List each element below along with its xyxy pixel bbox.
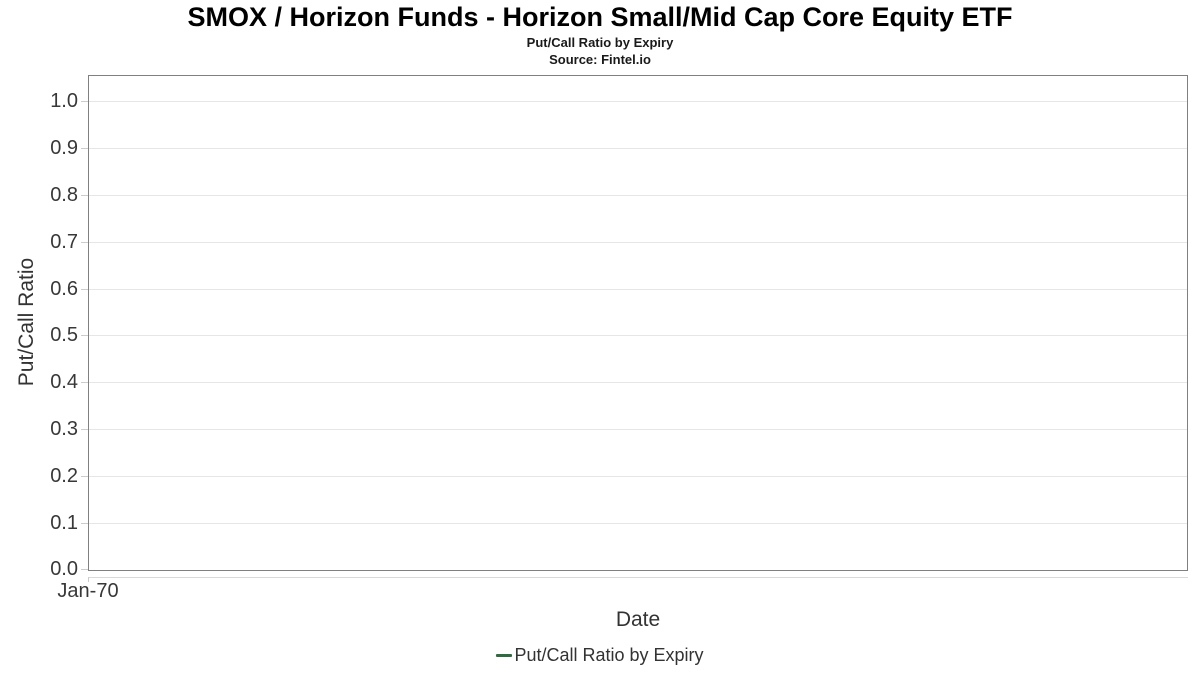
gridline-y-0.2 [89,476,1187,477]
x-axis-line [88,577,1188,578]
gridline-y-0.7 [89,242,1187,243]
y-axis-tick-mark [81,382,88,383]
y-axis-tick-label: 0.8 [50,184,78,206]
y-axis-tick-label: 0.3 [50,418,78,440]
gridline-y-0.3 [89,429,1187,430]
gridline-y-0.5 [89,335,1187,336]
y-axis-tick-label: 0.6 [50,278,78,300]
chart-subtitle: Put/Call Ratio by Expiry [526,35,674,50]
y-axis-tick-mark [81,101,88,102]
x-axis-title: Date [615,608,661,631]
y-axis-tick-mark [81,148,88,149]
y-axis-tick-mark [81,476,88,477]
y-axis-tick-mark [81,569,88,570]
y-axis-tick-mark [81,242,88,243]
legend-item-putcall-ratio[interactable]: Put/Call Ratio by Expiry [496,645,704,666]
y-axis-tick-mark [81,289,88,290]
y-axis-tick-label: 0.0 [50,558,78,580]
y-axis-tick-label: 0.1 [50,512,78,534]
x-axis-tick-mark [88,577,89,582]
y-axis-tick-label: 0.4 [50,371,78,393]
x-axis-tick-label: Jan-70 [57,580,119,602]
y-axis-tick-label: 0.5 [50,324,78,346]
chart-source-credit: Source: Fintel.io [549,52,651,67]
legend-line-marker [496,654,513,657]
y-axis-tick-label: 0.2 [50,465,78,487]
gridline-y-0.4 [89,382,1187,383]
y-axis-tick-mark [81,195,88,196]
gridline-y-1.0 [89,101,1187,102]
plot-area [88,75,1188,571]
y-axis-tick-mark [81,335,88,336]
y-axis-tick-mark [81,429,88,430]
gridline-y-0.6 [89,289,1187,290]
y-axis-tick-mark [81,523,88,524]
legend-item-label: Put/Call Ratio by Expiry [514,645,704,665]
gridline-y-0.1 [89,523,1187,524]
y-axis-title: Put/Call Ratio [15,257,38,387]
y-axis-tick-label: 0.9 [50,137,78,159]
gridline-y-0.8 [89,195,1187,196]
legend: Put/Call Ratio by Expiry [0,645,1200,666]
y-axis-tick-label: 1.0 [50,90,78,112]
y-axis-tick-label: 0.7 [50,231,78,253]
page-title: SMOX / Horizon Funds - Horizon Small/Mid… [187,2,1013,32]
gridline-y-0.9 [89,148,1187,149]
